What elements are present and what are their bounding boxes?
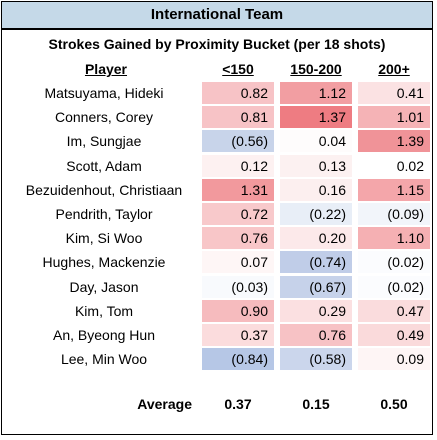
- stat-cell: (0.84): [202, 348, 274, 371]
- stat-cell: 0.16: [280, 178, 352, 201]
- stat-cell: 1.37: [280, 106, 352, 129]
- stat-cell: (0.02): [358, 251, 430, 274]
- stat-cell: 0.90: [202, 299, 274, 322]
- stat-cell: 0.76: [202, 227, 274, 250]
- table-row: Matsuyama, Hideki 0.82 1.12 0.41: [2, 81, 432, 105]
- table-row: Conners, Corey 0.81 1.37 1.01: [2, 105, 432, 129]
- table-row: Lee, Min Woo (0.84) (0.58) 0.09: [2, 347, 432, 371]
- table-row: Im, Sungjae (0.56) 0.04 1.39: [2, 129, 432, 153]
- stat-cell: (0.58): [280, 348, 352, 371]
- stat-cell: (0.56): [202, 130, 274, 153]
- table-row: Pendrith, Taylor 0.72 (0.22) (0.09): [2, 202, 432, 226]
- column-header-200-plus: 200+: [378, 61, 410, 77]
- table-row: Hughes, Mackenzie 0.07 (0.74) (0.02): [2, 250, 432, 274]
- stat-cell: 0.07: [202, 251, 274, 274]
- column-header-150-200: 150-200: [290, 61, 342, 77]
- player-name: Bezuidenhout, Christiaan: [25, 181, 183, 198]
- table-row: Scott, Adam 0.12 0.13 0.02: [2, 154, 432, 178]
- stat-cell: (0.09): [358, 202, 430, 225]
- stat-cell: 0.76: [280, 323, 352, 346]
- stats-table: International Team Strokes Gained by Pro…: [1, 1, 433, 435]
- stat-cell: 0.04: [280, 130, 352, 153]
- player-name: Scott, Adam: [66, 157, 142, 174]
- stat-cell: 0.02: [358, 154, 430, 177]
- stat-cell: 1.10: [358, 227, 430, 250]
- average-label: Average: [137, 396, 192, 412]
- stat-cell: (0.03): [202, 275, 274, 298]
- stat-cell: 0.09: [358, 348, 430, 371]
- stat-cell: 0.12: [202, 154, 274, 177]
- stat-cell: 1.12: [280, 82, 352, 104]
- player-name: Pendrith, Taylor: [55, 205, 153, 222]
- stat-cell: (0.02): [358, 275, 430, 298]
- table-row: An, Byeong Hun 0.37 0.76 0.49: [2, 323, 432, 347]
- table-row: Kim, Tom 0.90 0.29 0.47: [2, 299, 432, 323]
- player-name: An, Byeong Hun: [53, 326, 155, 343]
- player-name: Lee, Min Woo: [60, 351, 148, 368]
- average-value-under-150: 0.37: [224, 396, 252, 412]
- player-name: Kim, Tom: [74, 302, 134, 319]
- player-name: Hughes, Mackenzie: [42, 254, 166, 271]
- stat-cell: (0.74): [280, 251, 352, 274]
- player-name: Kim, Si Woo: [65, 230, 143, 247]
- stat-cell: 0.29: [280, 299, 352, 322]
- player-name: Matsuyama, Hideki: [44, 85, 164, 101]
- average-value-150-200: 0.15: [302, 396, 330, 412]
- table-title: International Team: [2, 2, 432, 30]
- table-row: Day, Jason (0.03) (0.67) (0.02): [2, 275, 432, 299]
- stat-cell: 0.13: [280, 154, 352, 177]
- stat-cell: 0.82: [202, 82, 274, 104]
- stat-cell: 0.41: [358, 82, 430, 104]
- stat-cell: (0.22): [280, 202, 352, 225]
- table-subtitle: Strokes Gained by Proximity Bucket (per …: [48, 36, 386, 52]
- stat-cell: 1.01: [358, 106, 430, 129]
- table-row: Kim, Si Woo 0.76 0.20 1.10: [2, 226, 432, 250]
- stat-cell: 1.15: [358, 178, 430, 201]
- average-row: Average 0.37 0.15 0.50: [2, 392, 432, 416]
- stat-cell: 0.72: [202, 202, 274, 225]
- player-name: Im, Sungjae: [66, 133, 142, 150]
- stat-cell: 1.31: [202, 178, 274, 201]
- stat-cell: 0.81: [202, 106, 274, 129]
- stat-cell: 0.37: [202, 323, 274, 346]
- player-name: Day, Jason: [69, 278, 139, 295]
- stat-cell: 0.47: [358, 299, 430, 322]
- stat-cell: 1.39: [358, 130, 430, 153]
- table-row: Bezuidenhout, Christiaan 1.31 0.16 1.15: [2, 178, 432, 202]
- average-value-200-plus: 0.50: [380, 396, 408, 412]
- stat-cell: 0.49: [358, 323, 430, 346]
- column-header-player: Player: [84, 61, 128, 77]
- stat-cell: (0.67): [280, 275, 352, 298]
- player-name: Conners, Corey: [54, 109, 154, 126]
- table-body: Matsuyama, Hideki 0.82 1.12 0.41 Conners, Co…: [2, 81, 432, 371]
- stat-cell: 0.20: [280, 227, 352, 250]
- column-header-under-150: <150: [222, 61, 254, 77]
